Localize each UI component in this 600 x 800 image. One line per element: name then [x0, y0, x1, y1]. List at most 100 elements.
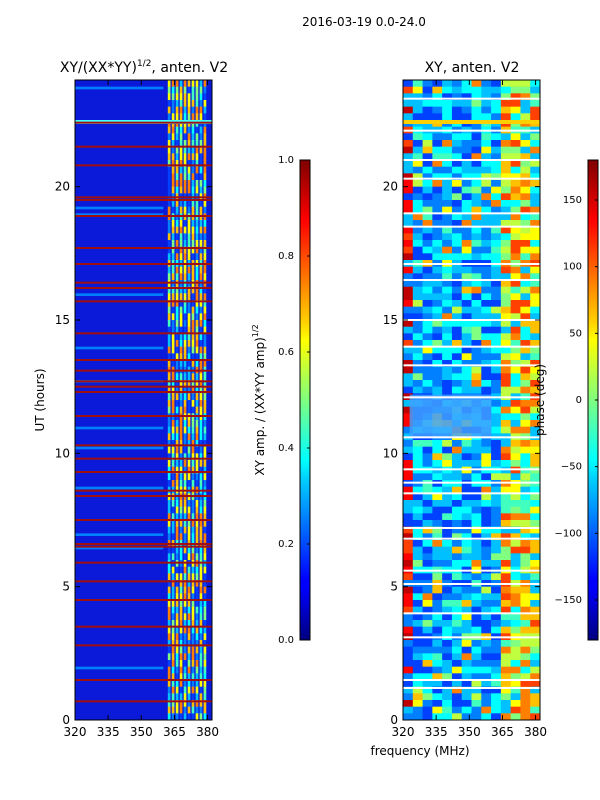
heatmap-cell	[530, 613, 540, 621]
heatmap-cell	[203, 546, 207, 554]
heatmap-cell	[179, 533, 183, 541]
heatmap-cell	[171, 533, 175, 541]
heatmap-cell	[187, 246, 191, 254]
heatmap-cell	[491, 666, 502, 674]
heatmap-cell	[191, 533, 195, 541]
heatmap-cell	[442, 513, 453, 521]
heatmap-cell	[191, 453, 195, 461]
heatmap-cell	[471, 460, 482, 468]
heatmap-cell	[510, 560, 521, 568]
heatmap-cell	[422, 106, 433, 114]
heatmap-cell	[183, 380, 187, 388]
heatmap-cell	[199, 266, 203, 274]
heatmap-cell	[187, 393, 191, 401]
heatmap-cell	[403, 713, 414, 720]
heatmap-cell	[195, 500, 199, 508]
colorbar-tick-label: 0.8	[278, 251, 294, 262]
heatmap-cell	[491, 366, 502, 374]
heatmap-cell	[412, 486, 424, 494]
heatmap-cell	[481, 193, 492, 201]
flagged-row	[75, 391, 212, 393]
heatmap-cell	[167, 633, 171, 641]
heatmap-cell	[191, 573, 195, 581]
heatmap-cell	[195, 666, 199, 674]
heatmap-cell	[442, 600, 453, 608]
heatmap-cell	[183, 400, 187, 408]
heatmap-cell	[471, 146, 482, 154]
heatmap-cell	[171, 480, 175, 488]
heatmap-cell	[510, 446, 521, 454]
heatmap-cell	[520, 593, 531, 601]
flagged-row	[75, 196, 212, 199]
heatmap-cell	[167, 353, 171, 361]
heatmap-cell	[175, 666, 179, 674]
heatmap-cell	[442, 93, 453, 101]
heatmap-cell	[451, 686, 463, 694]
heatmap-cell	[195, 440, 199, 448]
heatmap-cell	[471, 586, 482, 594]
heatmap-cell	[471, 306, 482, 314]
heatmap-cell	[432, 106, 443, 114]
heatmap-cell	[175, 153, 179, 161]
heatmap-cell	[199, 520, 203, 528]
heatmap-cell	[191, 226, 195, 234]
heatmap-cell	[451, 226, 463, 234]
heatmap-cell	[195, 126, 199, 134]
heatmap-cell	[471, 560, 482, 568]
heatmap-cell	[500, 560, 512, 568]
heatmap-cell	[510, 346, 521, 354]
heatmap-cell	[520, 280, 531, 288]
heatmap-cell	[500, 160, 512, 168]
heatmap-cell	[199, 300, 203, 308]
heatmap-cell	[403, 333, 414, 341]
heatmap-cell	[432, 653, 443, 661]
heatmap-cell	[442, 440, 453, 448]
heatmap-cell	[183, 580, 187, 588]
heatmap-cell	[187, 80, 191, 88]
heatmap-cell	[461, 340, 472, 348]
heatmap-cell	[481, 93, 492, 101]
heatmap-cell	[451, 340, 463, 348]
heatmap-cell	[171, 320, 175, 328]
heatmap-cell	[203, 453, 207, 461]
heatmap-cell	[412, 626, 424, 634]
left-colorbar	[299, 159, 311, 641]
heatmap-cell	[203, 326, 207, 334]
heatmap-cell	[175, 360, 179, 368]
heatmap-cell	[471, 353, 482, 361]
heatmap-cell	[203, 106, 207, 114]
heatmap-cell	[510, 200, 521, 208]
heatmap-cell	[167, 433, 171, 441]
heatmap-cell	[412, 526, 424, 534]
heatmap-cell	[183, 340, 187, 348]
heatmap-cell	[530, 646, 540, 654]
flagged-row	[403, 225, 540, 228]
heatmap-cell	[520, 526, 531, 534]
heatmap-cell	[481, 713, 492, 720]
heatmap-cell	[179, 300, 183, 308]
heatmap-cell	[403, 560, 414, 568]
heatmap-cell	[199, 206, 203, 214]
heatmap-cell	[412, 540, 424, 548]
heatmap-cell	[171, 93, 175, 101]
heatmap-cell	[191, 686, 195, 694]
heatmap-cell	[451, 246, 463, 254]
heatmap-cell	[203, 473, 207, 481]
heatmap-cell	[187, 200, 191, 208]
heatmap-cell	[461, 320, 472, 328]
heatmap-cell	[412, 100, 424, 108]
heatmap-cell	[520, 660, 531, 668]
heatmap-cell	[179, 180, 183, 188]
heatmap-cell	[491, 326, 502, 334]
left-colorbar-label: XY amp. / (XX*YY amp)1/2	[251, 324, 267, 475]
heatmap-cell	[412, 226, 424, 234]
heatmap-cell	[191, 600, 195, 608]
heatmap-cell	[179, 400, 183, 408]
heatmap-cell	[530, 693, 540, 701]
heatmap-cell	[442, 533, 453, 541]
heatmap-cell	[191, 386, 195, 394]
heatmap-cell	[179, 546, 183, 554]
heatmap-cell	[195, 346, 199, 354]
heatmap-cell	[167, 240, 171, 248]
heatmap-cell	[520, 213, 531, 221]
